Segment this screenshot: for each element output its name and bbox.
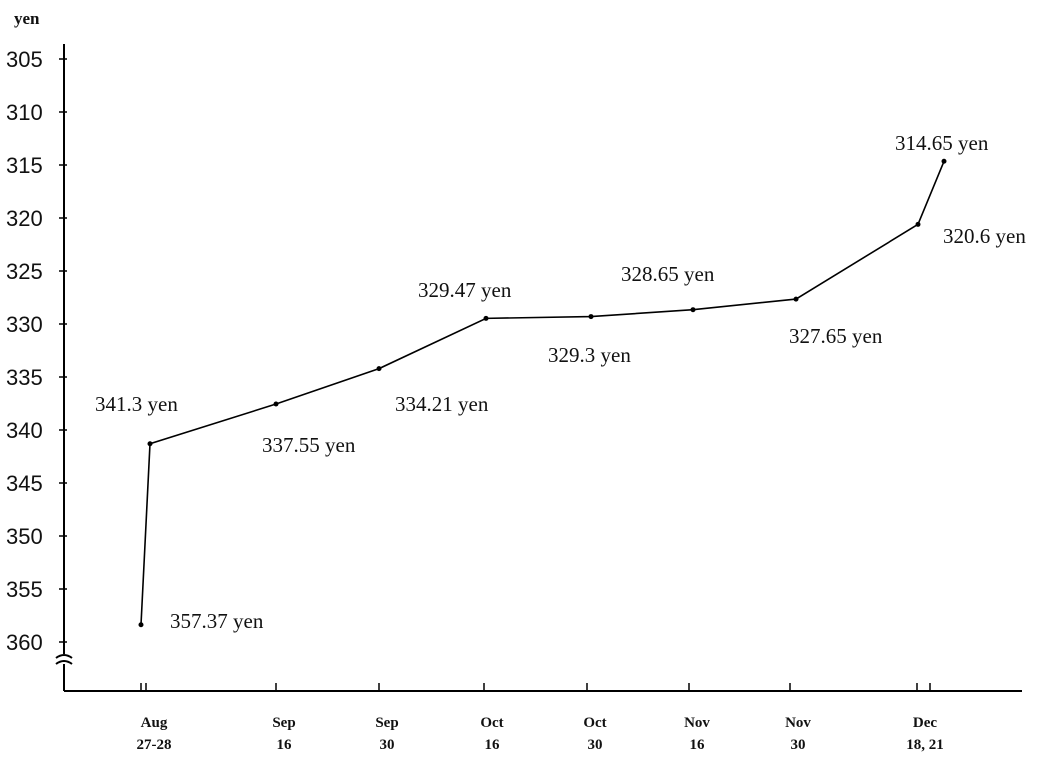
data-label: 334.21 yen — [395, 392, 489, 416]
x-tick-label-day: 16 — [277, 737, 293, 753]
data-point — [138, 622, 144, 628]
data-label: 320.6 yen — [943, 224, 1026, 248]
series-line — [140, 160, 945, 625]
data-point — [483, 315, 489, 321]
data-point — [915, 221, 921, 227]
y-tick-label: 305 — [6, 47, 43, 72]
data-label: 329.3 yen — [548, 343, 631, 367]
data-labels: 357.37 yen 341.3 yen 337.55 yen 334.21 yen 3… — [95, 131, 1026, 633]
x-tick-label-month: Sep — [272, 715, 295, 731]
x-tick-label-month: Nov — [785, 715, 811, 731]
y-tick-label: 330 — [6, 312, 43, 337]
data-point — [690, 307, 696, 313]
data-label: 328.65 yen — [621, 262, 715, 286]
y-tick-label: 310 — [6, 100, 43, 125]
y-tick-label: 355 — [6, 577, 43, 602]
y-tick-label: 325 — [6, 259, 43, 284]
x-tick-label-day: 16 — [690, 737, 706, 753]
data-label: 329.47 yen — [418, 278, 512, 302]
data-label: 327.65 yen — [789, 324, 883, 348]
x-tick-label-month: Sep — [375, 715, 398, 731]
y-axis-break-marker — [55, 654, 73, 665]
y-tick-label: 335 — [6, 365, 43, 390]
y-tick-label: 350 — [6, 524, 43, 549]
data-point — [273, 401, 279, 407]
x-tick-label-month: Oct — [480, 715, 503, 731]
data-point — [941, 158, 947, 164]
x-tick-label-month: Oct — [583, 715, 606, 731]
y-tick-label: 360 — [6, 630, 43, 655]
y-tick-label: 340 — [6, 418, 43, 443]
x-tick-label-day: 30 — [380, 737, 395, 753]
x-tick-label-day: 27-28 — [137, 737, 172, 753]
y-tick-label: 320 — [6, 206, 43, 231]
data-label: 357.37 yen — [170, 609, 264, 633]
y-tick-label: 315 — [6, 153, 43, 178]
data-label: 337.55 yen — [262, 433, 356, 457]
x-axis: Aug 27-28 Sep 16 Sep 30 Oct 16 Oct 30 Nov 16 Nov 30 De… — [64, 683, 1022, 753]
y-axis-label: yen — [14, 9, 40, 28]
x-tick-label-day: 18, 21 — [906, 737, 944, 753]
x-tick-label-month: Aug — [141, 715, 168, 731]
data-point — [376, 366, 382, 372]
x-tick-label-day: 30 — [791, 737, 806, 753]
data-point — [147, 441, 153, 447]
data-label: 314.65 yen — [895, 131, 989, 155]
x-tick-label-month: Dec — [913, 715, 937, 731]
data-label: 341.3 yen — [95, 392, 178, 416]
data-point — [793, 296, 799, 302]
x-tick-label-day: 30 — [588, 737, 603, 753]
data-point — [588, 314, 594, 320]
x-tick-label-month: Nov — [684, 715, 710, 731]
y-tick-label: 345 — [6, 471, 43, 496]
series — [138, 158, 947, 628]
y-axis: 305 310 315 320 325 330 335 340 345 350 355 360 — [6, 44, 73, 691]
x-tick-label-day: 16 — [485, 737, 501, 753]
